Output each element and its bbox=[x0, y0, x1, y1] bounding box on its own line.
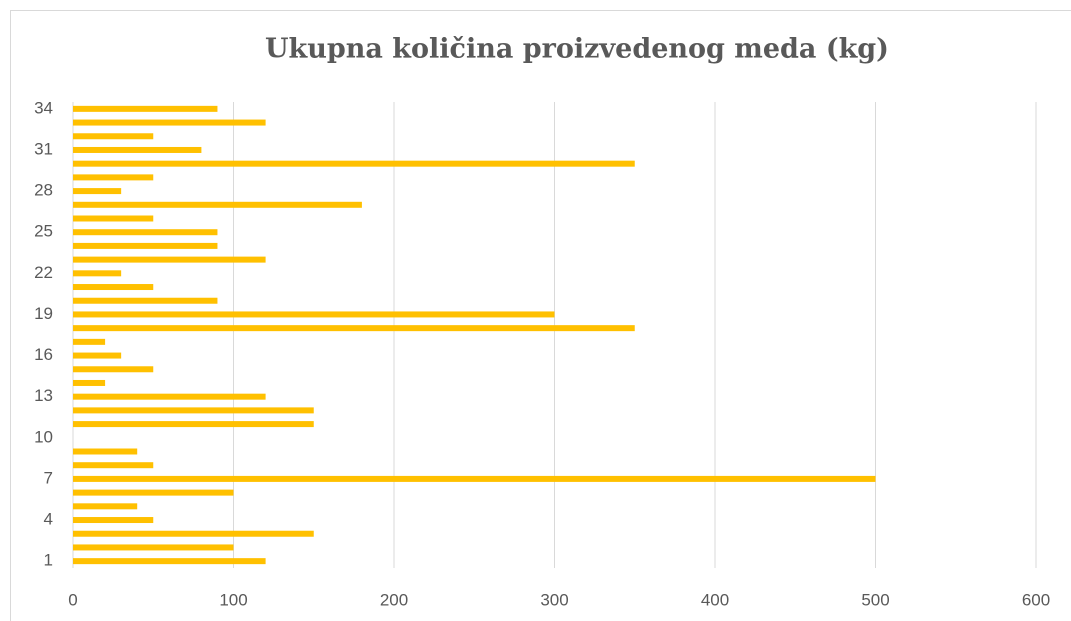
bar bbox=[73, 352, 122, 359]
y-tick-label: 1 bbox=[44, 551, 53, 570]
bar bbox=[73, 503, 138, 510]
bar bbox=[73, 270, 122, 277]
bar bbox=[73, 530, 314, 537]
bar bbox=[73, 105, 218, 112]
y-tick-label: 10 bbox=[34, 427, 53, 446]
bar bbox=[73, 119, 266, 126]
x-tick-label: 400 bbox=[701, 590, 729, 609]
bar bbox=[73, 462, 154, 469]
x-tick-label: 500 bbox=[861, 590, 889, 609]
bar bbox=[73, 558, 266, 565]
y-tick-label: 19 bbox=[34, 304, 53, 323]
y-tick-label: 7 bbox=[44, 468, 53, 487]
bar bbox=[73, 297, 218, 304]
y-tick-label: 31 bbox=[34, 139, 53, 158]
bar bbox=[73, 393, 266, 400]
bar bbox=[73, 379, 106, 386]
bar bbox=[73, 421, 314, 428]
x-tick-label: 200 bbox=[380, 590, 408, 609]
bar bbox=[73, 242, 218, 249]
bar bbox=[73, 475, 876, 482]
bar bbox=[73, 311, 555, 318]
bar bbox=[73, 215, 154, 222]
bar bbox=[73, 544, 234, 551]
bar bbox=[73, 517, 154, 524]
y-tick-label: 22 bbox=[34, 263, 53, 282]
bar bbox=[73, 188, 122, 195]
bar bbox=[73, 489, 234, 496]
x-tick-label: 300 bbox=[540, 590, 568, 609]
bar bbox=[73, 448, 138, 455]
x-tick-label: 0 bbox=[68, 590, 77, 609]
x-tick-label: 600 bbox=[1022, 590, 1050, 609]
bar bbox=[73, 407, 314, 414]
bar bbox=[73, 366, 154, 373]
bar bbox=[73, 229, 218, 236]
y-tick-label: 28 bbox=[34, 181, 53, 200]
bar bbox=[73, 256, 266, 263]
bar bbox=[73, 174, 154, 181]
y-tick-label: 34 bbox=[34, 98, 53, 117]
bar bbox=[73, 201, 362, 208]
bar bbox=[73, 133, 154, 140]
x-tick-label: 100 bbox=[219, 590, 247, 609]
bar bbox=[73, 338, 106, 345]
y-tick-label: 16 bbox=[34, 345, 53, 364]
y-tick-label: 13 bbox=[34, 386, 53, 405]
y-tick-label: 25 bbox=[34, 222, 53, 241]
chart-title: Ukupna količina proizvedenog meda (kg) bbox=[265, 34, 889, 65]
bar bbox=[73, 146, 202, 153]
bar bbox=[73, 284, 154, 291]
bar bbox=[73, 160, 635, 167]
bar bbox=[73, 325, 635, 332]
y-tick-label: 4 bbox=[44, 510, 53, 529]
